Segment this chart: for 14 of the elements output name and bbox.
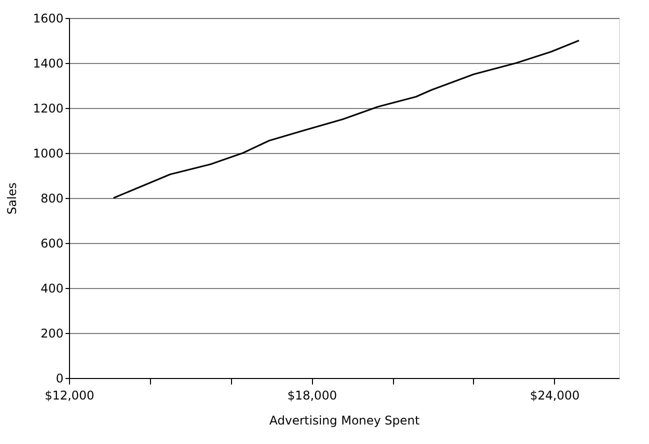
y-tick-label: 1400 [32,56,64,70]
y-axis-title: Sales [4,182,19,214]
x-axis-title: Advertising Money Spent [269,414,420,428]
y-tick-label: 1000 [32,146,64,160]
x-tick-label: $12,000 [44,388,94,402]
x-tick-label: $24,000 [530,388,580,402]
y-tick-label: 800 [40,192,64,206]
y-tick-label: 0 [56,372,64,386]
y-tick-label: 200 [40,326,64,340]
y-tick-label: 400 [40,282,64,296]
y-tick-label: 1600 [32,12,64,26]
y-tick-label: 1200 [32,102,64,116]
y-tick-label: 600 [40,236,64,250]
x-tick-label: $18,000 [287,388,337,402]
